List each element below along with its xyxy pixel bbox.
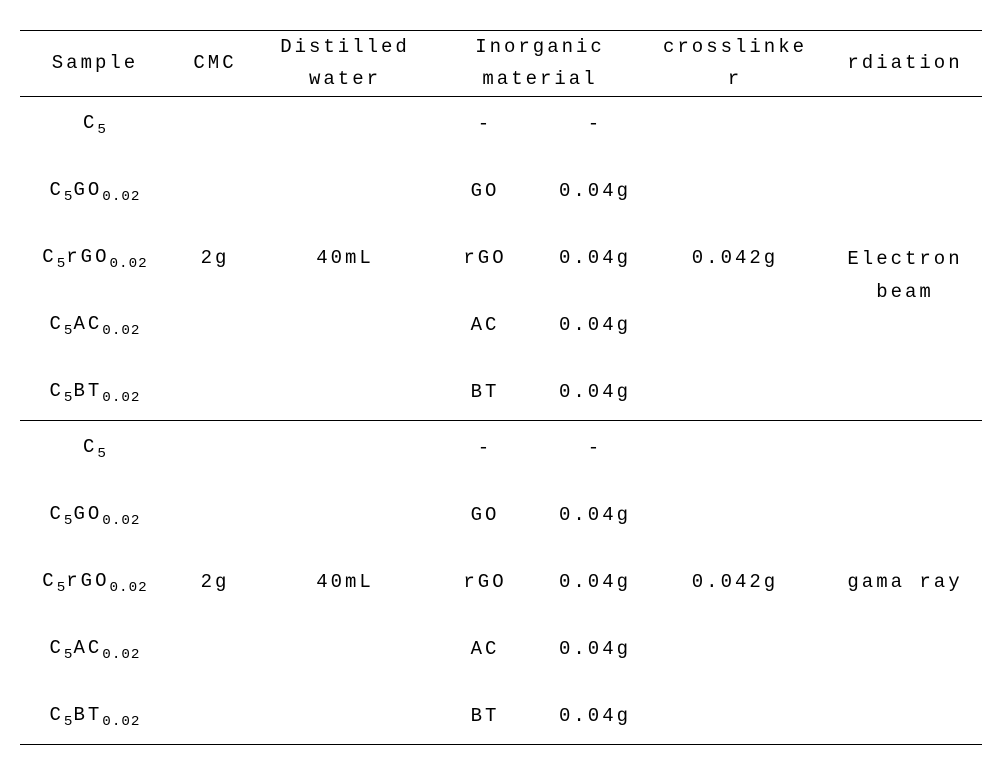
cell-amount: - (540, 431, 650, 466)
cell-material: GO (430, 174, 540, 209)
cell-crosslinker: 0.042g (650, 431, 820, 734)
column-header-radiation: rdiation (820, 31, 982, 97)
cell-amount: 0.04g (540, 498, 650, 533)
cell-amount: - (540, 107, 650, 142)
cell-material: BT (430, 699, 540, 734)
cell-sample: C5AC0.02 (20, 632, 170, 667)
cell-sample: C5GO0.02 (20, 498, 170, 533)
column-header-crosslinker-l2: r (650, 63, 820, 96)
cell-water: 40mL (260, 107, 430, 410)
column-header-sample: Sample (20, 31, 170, 97)
cell-amount: 0.04g (540, 174, 650, 209)
radiation-line1: Electron (820, 243, 982, 275)
cell-amount: 0.04g (540, 565, 650, 600)
table-row: C5 2g 40mL - - 0.042g gama ray (20, 431, 982, 466)
cell-water: 40mL (260, 431, 430, 734)
cell-sample: C5GO0.02 (20, 174, 170, 209)
column-header-cmc: CMC (170, 31, 260, 97)
cell-radiation-empty (820, 107, 982, 209)
cell-material: rGO (430, 565, 540, 600)
column-header-inorganic-l1: Inorganic (430, 31, 650, 64)
cell-radiation: gama ray (820, 431, 982, 734)
column-header-inorganic-l2: material (430, 63, 650, 96)
cell-sample: C5AC0.02 (20, 308, 170, 343)
cell-amount: 0.04g (540, 699, 650, 734)
composition-table: Sample CMC Distilled Inorganic crosslink… (20, 30, 982, 745)
cell-sample: C5rGO0.02 (20, 565, 170, 600)
column-header-water-l1: Distilled (260, 31, 430, 64)
cell-material: - (430, 107, 540, 142)
cell-amount: 0.04g (540, 241, 650, 276)
cell-cmc: 2g (170, 107, 260, 410)
cell-sample: C5rGO0.02 (20, 241, 170, 276)
column-header-water-l2: water (260, 63, 430, 96)
cell-crosslinker: 0.042g (650, 107, 820, 410)
cell-sample: C5BT0.02 (20, 375, 170, 410)
column-header-crosslinker-l1: crosslinke (650, 31, 820, 64)
radiation-line2: beam (820, 276, 982, 308)
cell-sample: C5 (20, 107, 170, 142)
cell-radiation: Electron beam (820, 209, 982, 343)
cell-sample: C5BT0.02 (20, 699, 170, 734)
cell-material: AC (430, 632, 540, 667)
cell-material: BT (430, 375, 540, 410)
cell-material: - (430, 431, 540, 466)
cell-material: rGO (430, 241, 540, 276)
table-row: C5 2g 40mL - - 0.042g (20, 107, 982, 142)
cell-material: AC (430, 308, 540, 343)
cell-sample: C5 (20, 431, 170, 466)
cell-amount: 0.04g (540, 632, 650, 667)
cell-amount: 0.04g (540, 308, 650, 343)
table-body: C5 2g 40mL - - 0.042g C5GO0.02 GO 0.04g … (20, 96, 982, 744)
cell-amount: 0.04g (540, 375, 650, 410)
cell-cmc: 2g (170, 431, 260, 734)
table-header: Sample CMC Distilled Inorganic crosslink… (20, 31, 982, 97)
cell-material: GO (430, 498, 540, 533)
